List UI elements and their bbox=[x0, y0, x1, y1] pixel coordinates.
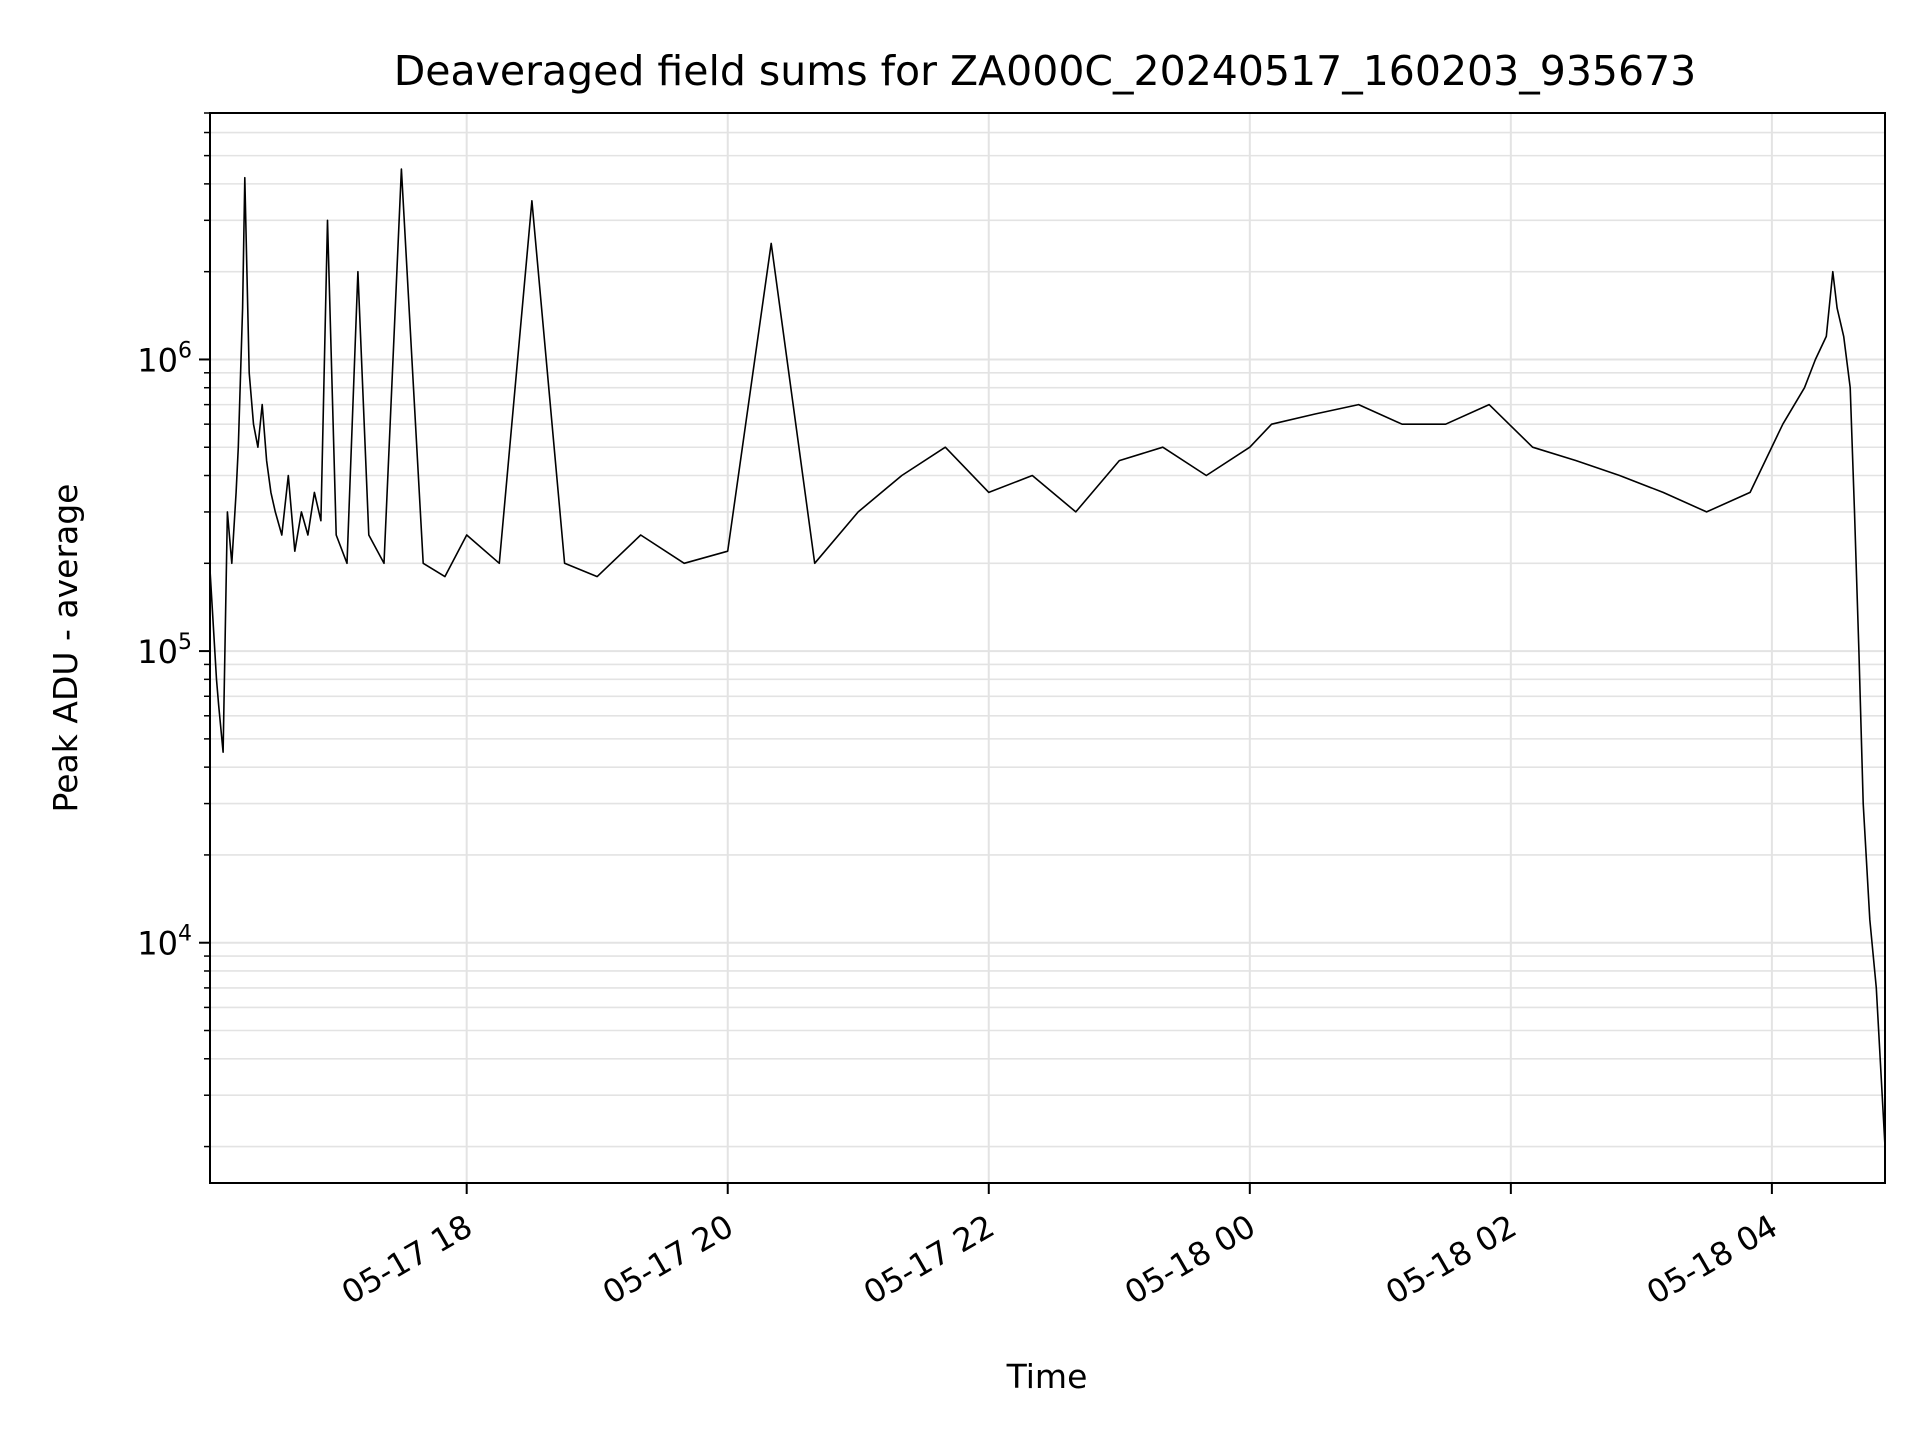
plot-area-frame bbox=[209, 112, 1886, 1184]
series-line bbox=[209, 168, 1886, 1147]
x-axis-label: Time bbox=[1006, 1357, 1088, 1396]
y-tick-label: 106 bbox=[137, 338, 192, 379]
y-axis: 104 105 106 bbox=[137, 112, 210, 1148]
grid bbox=[210, 112, 1885, 1183]
y-tick-label: 104 bbox=[137, 922, 192, 963]
series-layer bbox=[209, 168, 1886, 1147]
y-axis-label: Peak ADU - average bbox=[46, 484, 85, 813]
chart-title: Deaveraged field sums for ZA000C_2024051… bbox=[394, 47, 1697, 95]
y-tick-label: 105 bbox=[137, 630, 192, 671]
